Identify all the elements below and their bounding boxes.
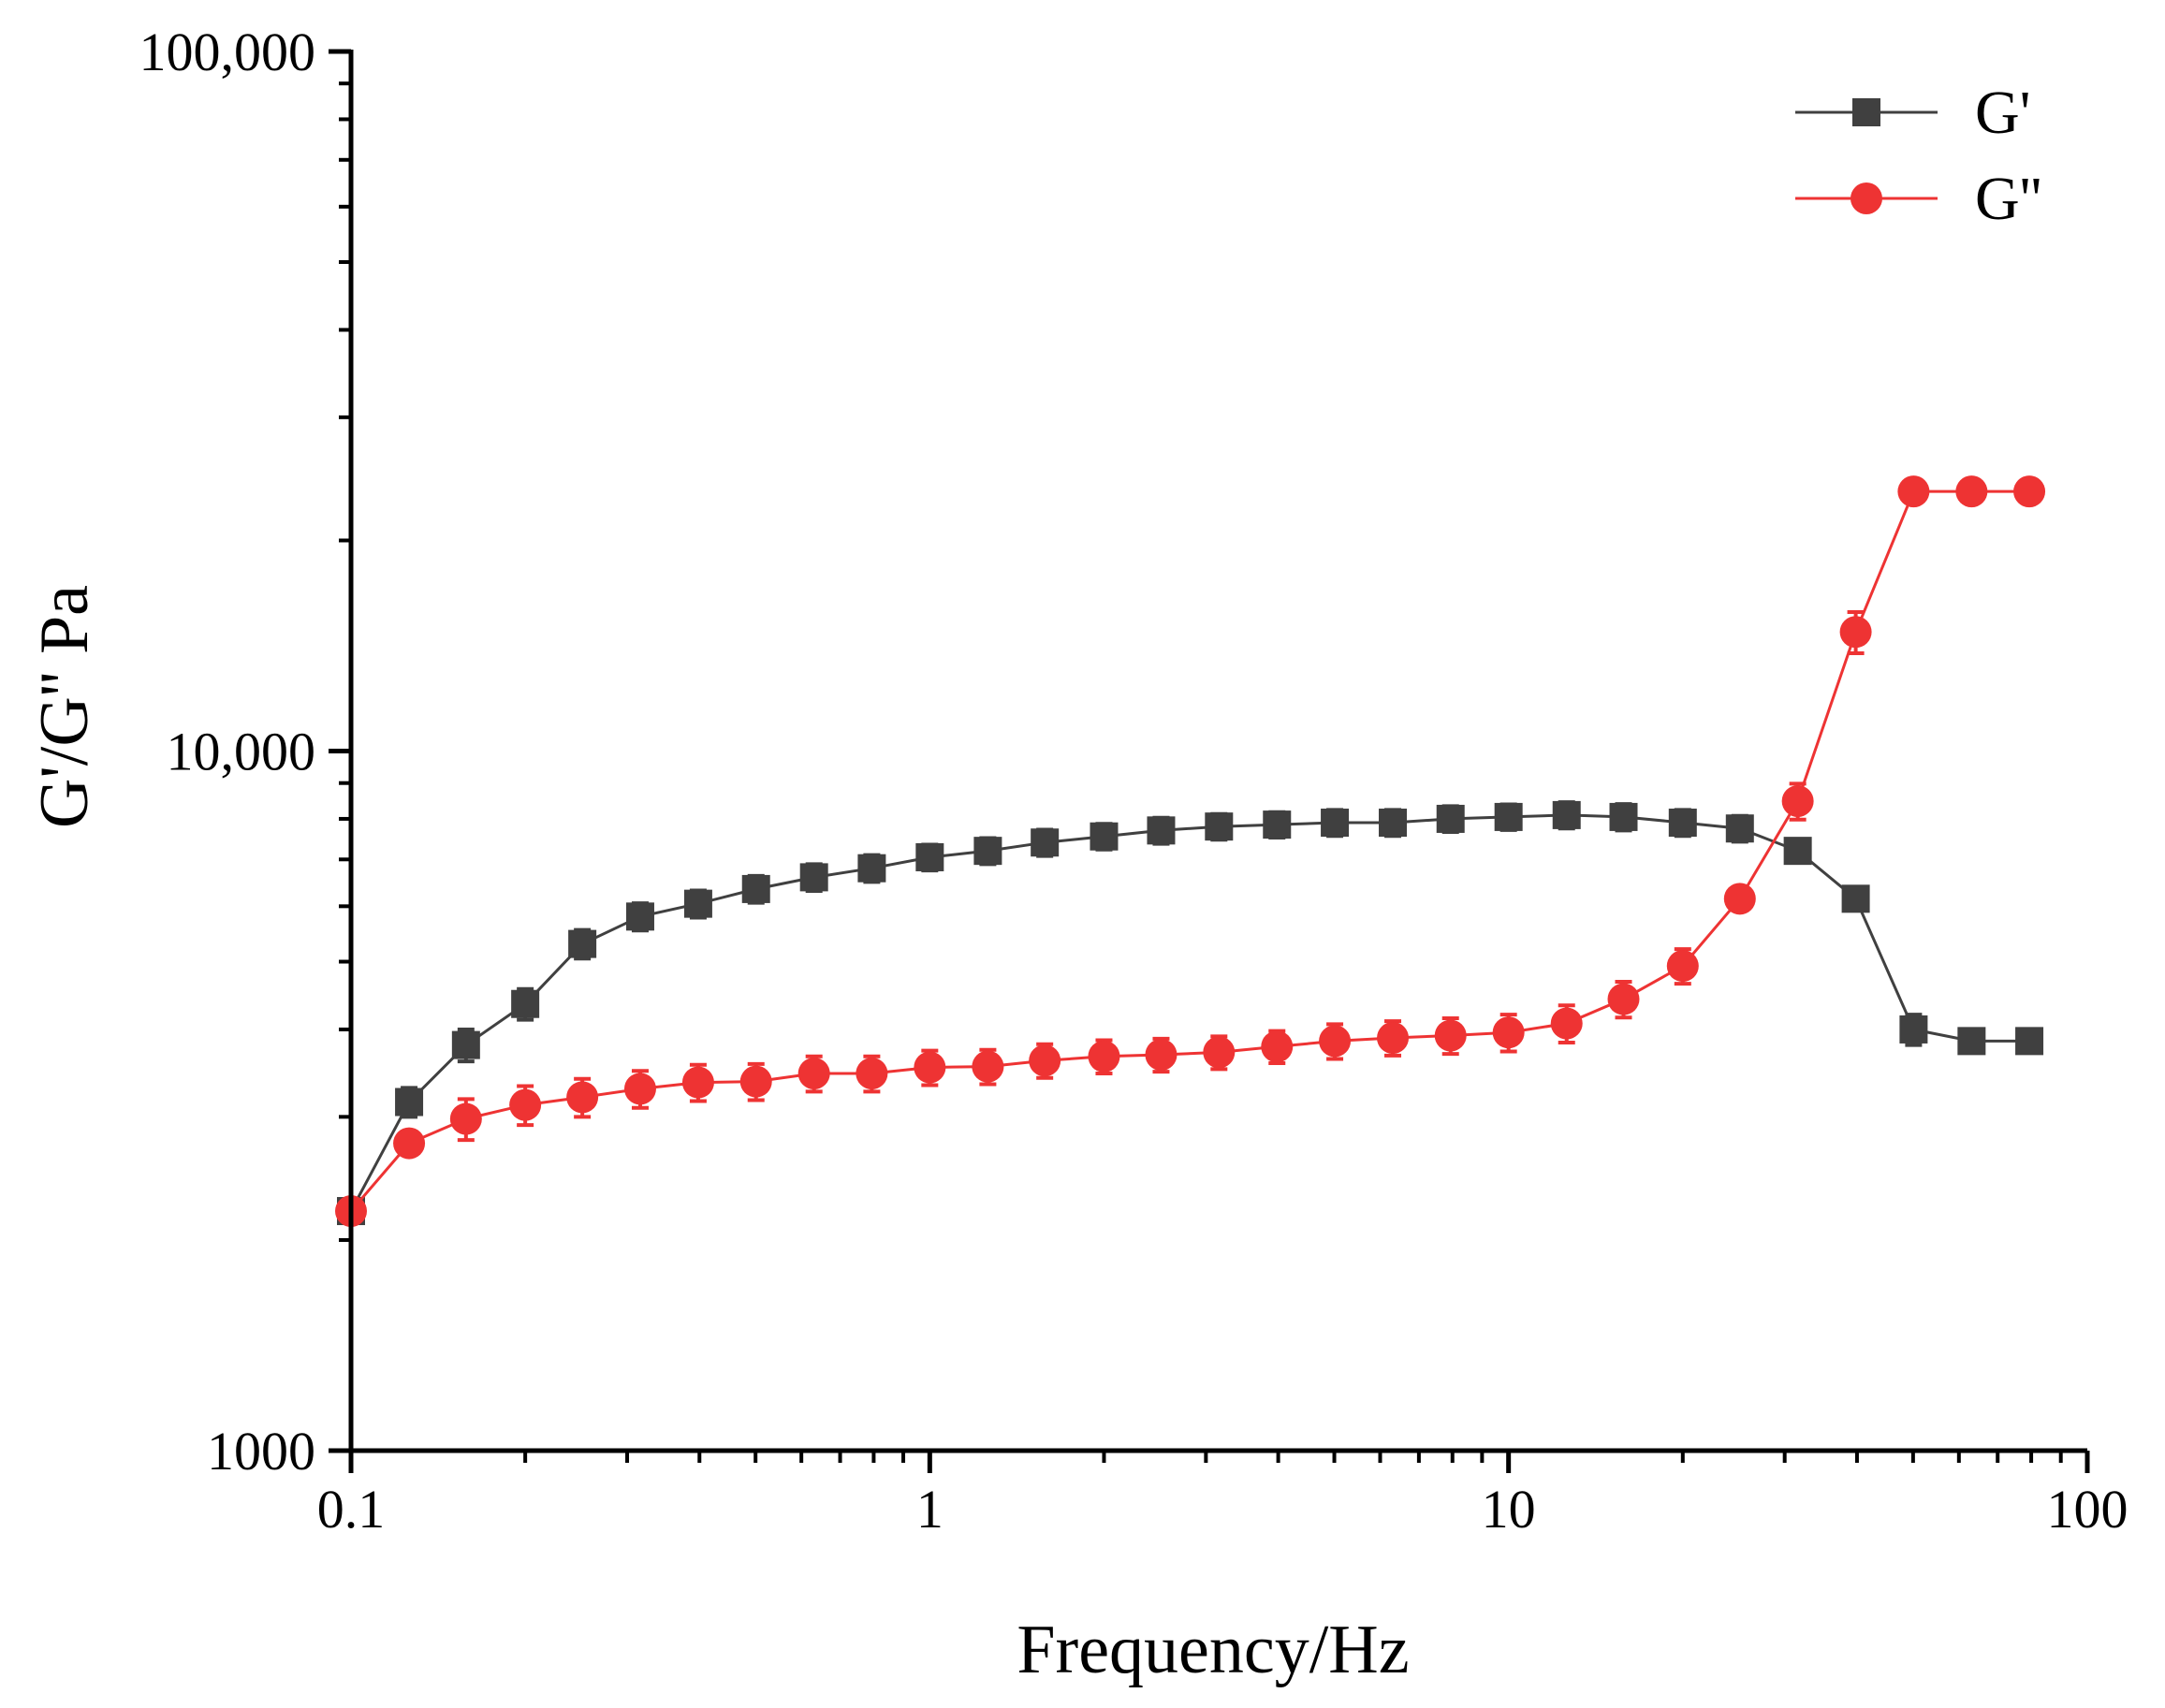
data-point	[395, 1088, 424, 1117]
x-tick-label: 10	[1482, 1479, 1536, 1540]
x-tick-label: 1	[916, 1479, 944, 1540]
data-point	[739, 1065, 772, 1098]
y-axis-title: G'/G'' Pa	[26, 585, 103, 828]
data-point	[1841, 884, 1870, 913]
data-point	[914, 1051, 946, 1084]
data-point	[1205, 812, 1234, 841]
data-point	[1492, 1016, 1525, 1049]
y-tick-label: 100,000	[139, 22, 316, 82]
data-point	[973, 837, 1002, 866]
data-point	[623, 1073, 656, 1105]
data-point	[1668, 809, 1697, 838]
data-point	[1263, 810, 1292, 839]
data-point	[1725, 814, 1754, 843]
data-point	[1607, 983, 1640, 1015]
x-tick-label: 100	[2047, 1479, 2128, 1540]
legend: G' G''	[1795, 79, 2041, 233]
data-point	[1723, 883, 1756, 915]
data-point	[1666, 950, 1699, 983]
data-point	[1783, 837, 1812, 866]
x-tick-label: 0.1	[317, 1479, 386, 1540]
data-point	[856, 1058, 888, 1090]
data-point	[1377, 1022, 1410, 1055]
data-point	[1957, 1027, 1986, 1056]
series-line	[349, 813, 2030, 1212]
data-point	[915, 842, 944, 871]
y-tick-label: 10,000	[167, 722, 316, 782]
data-point	[568, 929, 597, 958]
data-point	[1031, 828, 1060, 857]
axes-layer: 0.1 1 10 100 1000 10,000 100,000	[139, 22, 2128, 1540]
data-point	[1839, 616, 1872, 649]
data-point	[1319, 1025, 1352, 1058]
legend-marker	[1852, 98, 1880, 126]
data-point	[1147, 816, 1176, 845]
data-point	[566, 1081, 599, 1114]
data-point	[449, 1102, 482, 1135]
series-g-double-prime	[335, 475, 2046, 1228]
data-point	[1899, 1015, 1928, 1044]
data-point	[1145, 1039, 1178, 1072]
series-layer	[335, 475, 2046, 1228]
data-point	[625, 902, 654, 931]
data-point	[1955, 475, 1988, 508]
data-point	[1897, 475, 1930, 508]
data-point	[741, 874, 770, 903]
series-g-prime	[337, 800, 2044, 1226]
data-point	[799, 863, 828, 892]
data-point	[1379, 809, 1408, 838]
data-point	[2015, 1027, 2044, 1056]
data-point	[393, 1127, 426, 1160]
data-point	[1436, 804, 1465, 833]
data-point	[1029, 1044, 1061, 1077]
legend-marker	[1850, 182, 1882, 214]
data-point	[1552, 800, 1581, 829]
data-point	[511, 989, 540, 1018]
legend-label: G'	[1975, 79, 2031, 147]
y-tick-label: 1000	[207, 1421, 315, 1482]
data-point	[681, 1066, 714, 1099]
x-axis-title: Frequency/Hz	[1017, 1612, 1409, 1688]
data-point	[1609, 802, 1638, 831]
legend-label: G''	[1975, 165, 2041, 233]
data-point	[972, 1050, 1004, 1083]
data-point	[1781, 785, 1814, 818]
data-point	[1261, 1030, 1294, 1063]
data-point	[683, 889, 712, 918]
data-point	[509, 1088, 542, 1121]
data-point	[857, 854, 886, 883]
data-point	[797, 1058, 830, 1090]
data-point	[1434, 1019, 1467, 1052]
data-point	[1090, 822, 1119, 851]
data-point	[1494, 802, 1523, 831]
series-line	[349, 489, 2030, 1212]
data-point	[1088, 1040, 1120, 1073]
data-point	[451, 1030, 480, 1059]
data-point	[2013, 475, 2046, 508]
data-point	[1203, 1036, 1236, 1069]
data-point	[1321, 809, 1350, 838]
data-point	[1550, 1007, 1583, 1040]
